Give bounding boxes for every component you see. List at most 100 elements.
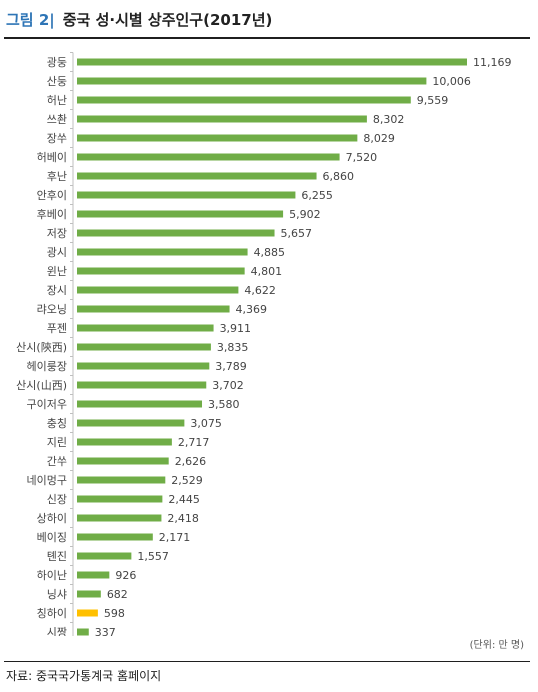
- category-label: 네이멍구: [27, 474, 67, 487]
- category-label: 허난: [47, 94, 67, 107]
- value-label: 4,622: [244, 284, 276, 297]
- value-label: 4,885: [254, 246, 286, 259]
- value-label: 9,559: [417, 94, 449, 107]
- bar: [77, 400, 203, 408]
- page-title: 중국 성·시별 상주인구(2017년): [62, 10, 273, 29]
- top-rule: [4, 37, 530, 39]
- bar: [77, 248, 248, 256]
- category-label: 후난: [47, 170, 67, 183]
- category-label: 쓰촨: [47, 113, 67, 126]
- bar: [77, 210, 284, 218]
- value-label: 926: [115, 569, 136, 582]
- category-label: 닝샤: [47, 588, 67, 601]
- bar: [77, 419, 185, 427]
- category-label: 광둥: [47, 56, 67, 69]
- bar: [77, 381, 207, 389]
- bar: [77, 590, 101, 598]
- category-label: 장쑤: [47, 132, 67, 145]
- category-label: 광시: [47, 246, 67, 259]
- value-label: 682: [107, 588, 128, 601]
- bar: [77, 533, 153, 541]
- bar: [77, 343, 211, 351]
- bar: [77, 191, 296, 199]
- bar: [77, 77, 427, 85]
- bar: [77, 96, 411, 104]
- value-label: 2,418: [167, 512, 199, 525]
- bar: [77, 229, 275, 237]
- bar: [77, 571, 110, 579]
- category-label: 구이저우: [27, 398, 67, 411]
- value-label: 4,801: [251, 265, 283, 278]
- value-label: 11,169: [473, 56, 512, 69]
- category-label: 상하이: [37, 511, 67, 525]
- category-label: 하이난: [37, 568, 67, 582]
- value-label: 2,717: [178, 436, 210, 449]
- category-label: 산둥: [47, 75, 67, 88]
- bar: [77, 514, 162, 522]
- category-label: 푸젠: [47, 322, 67, 335]
- bar: [77, 476, 166, 484]
- bottom-rule: [4, 661, 530, 662]
- value-label: 598: [104, 607, 125, 620]
- category-label: 윈난: [47, 264, 67, 278]
- bar: [77, 324, 214, 332]
- bar: [77, 58, 467, 66]
- bar: [77, 134, 358, 142]
- value-label: 5,902: [289, 208, 321, 221]
- category-label: 랴오닝: [37, 303, 67, 316]
- value-label: 8,302: [373, 113, 405, 126]
- value-label: 10,006: [432, 75, 471, 88]
- value-label: 6,860: [323, 170, 355, 183]
- bar-chart: 광둥 11,169 산둥 10,006 허난 9,559 쓰촨 8,302 장쑤 8,029 허베이…: [16, 52, 512, 636]
- value-label: 2,529: [171, 474, 203, 487]
- value-label: 3,911: [220, 322, 252, 335]
- unit-note: (단위: 만 명): [469, 640, 524, 651]
- value-label: 3,835: [217, 341, 249, 354]
- bar: [77, 305, 230, 313]
- bar: [77, 438, 172, 446]
- value-label: 337: [95, 626, 116, 636]
- value-label: 8,029: [363, 132, 395, 145]
- category-label: 산시(山西): [16, 379, 67, 392]
- value-label: 3,702: [212, 379, 244, 392]
- bar: [77, 609, 98, 617]
- value-label: 4,369: [236, 303, 267, 316]
- category-label: 간쑤: [47, 455, 67, 468]
- category-label: 후베이: [37, 208, 67, 221]
- figure-number: 그림 2|: [6, 10, 55, 29]
- category-label: 헤이룽장: [27, 360, 67, 373]
- category-label: 충칭: [47, 417, 67, 430]
- bar: [77, 495, 163, 503]
- category-label: 시짱: [47, 626, 67, 636]
- category-label: 안후이: [37, 189, 67, 202]
- bar: [77, 552, 132, 560]
- value-label: 2,445: [168, 493, 200, 506]
- bar: [77, 153, 340, 161]
- bar: [77, 267, 245, 275]
- category-label: 신장: [47, 493, 67, 506]
- value-label: 7,520: [346, 151, 378, 164]
- value-label: 6,255: [301, 189, 333, 202]
- figure-header: 그림 2| 중국 성·시별 상주인구(2017년): [6, 8, 272, 30]
- bar: [77, 115, 367, 123]
- value-label: 3,789: [215, 360, 247, 373]
- value-label: 2,626: [175, 455, 207, 468]
- bar: [77, 628, 89, 636]
- category-label: 장시: [47, 284, 67, 297]
- source-note: 자료: 중국국가통계국 홈페이지: [6, 669, 162, 683]
- category-label: 톈진: [47, 550, 67, 563]
- bar: [77, 457, 169, 465]
- category-label: 저장: [47, 227, 67, 240]
- category-label: 지린: [47, 436, 67, 449]
- value-label: 1,557: [137, 550, 169, 563]
- bar: [77, 172, 317, 180]
- category-label: 베이징: [37, 531, 67, 544]
- bar: [77, 286, 239, 294]
- category-label: 칭하이: [37, 606, 67, 620]
- value-label: 3,075: [190, 417, 222, 430]
- category-label: 허베이: [37, 151, 67, 164]
- bar: [77, 362, 210, 370]
- value-label: 5,657: [281, 227, 313, 240]
- value-label: 3,580: [208, 398, 240, 411]
- category-label: 산시(陝西): [16, 341, 67, 354]
